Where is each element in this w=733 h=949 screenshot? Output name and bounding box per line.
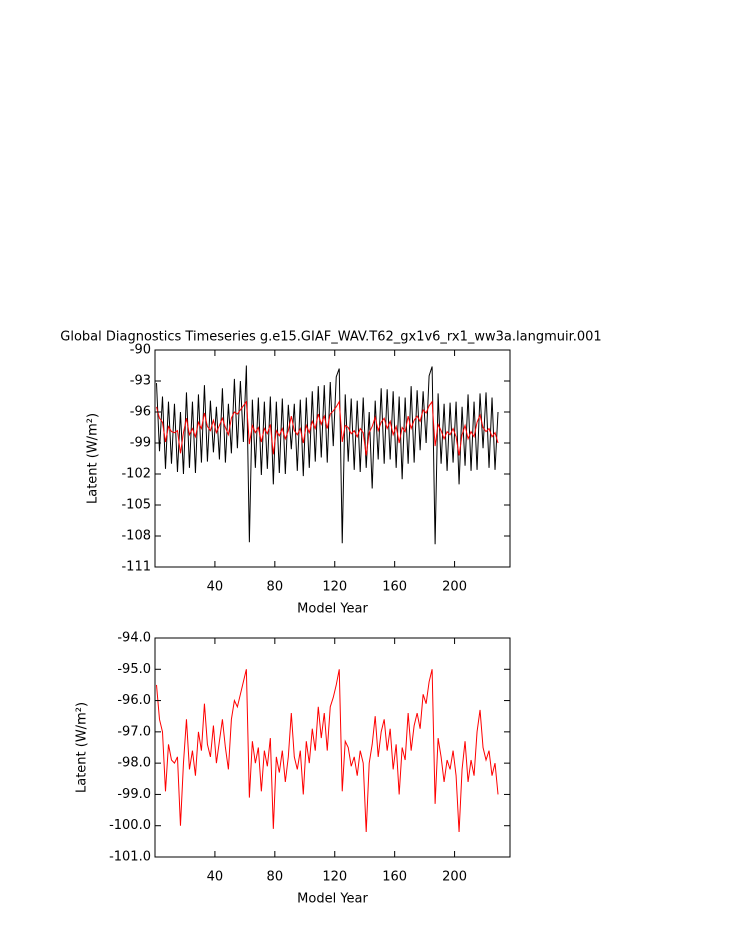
y-tick-label: -99.0 <box>117 787 151 802</box>
y-tick-label: -96 <box>130 405 151 420</box>
x-tick-label: 200 <box>442 870 467 885</box>
x-axis-label: Model Year <box>297 892 368 907</box>
x-tick-label: 120 <box>322 580 347 595</box>
y-tick-label: -95.0 <box>117 662 151 677</box>
y-tick-label: -90 <box>130 343 151 358</box>
x-tick-label: 80 <box>267 870 284 885</box>
x-tick-label: 160 <box>382 580 407 595</box>
data-line <box>156 365 499 545</box>
y-axis-label: Latent (W/m²) <box>75 702 90 793</box>
x-axis-label: Model Year <box>297 602 368 617</box>
plot-frame <box>154 637 511 858</box>
y-tick-label: -97.0 <box>117 724 151 739</box>
x-tick-label: 160 <box>382 870 407 885</box>
y-tick-label: -105 <box>121 498 151 513</box>
data-line <box>156 669 499 832</box>
x-tick-label: 40 <box>207 870 224 885</box>
y-tick-label: -111 <box>121 560 151 575</box>
y-tick-label: -100.0 <box>109 818 151 833</box>
y-tick-label: -98.0 <box>117 756 151 771</box>
chart-title: Global Diagnostics Timeseries g.e15.GIAF… <box>60 330 601 345</box>
x-tick-label: 40 <box>207 580 224 595</box>
x-tick-label: 80 <box>267 580 284 595</box>
x-tick-label: 200 <box>442 580 467 595</box>
y-tick-label: -96.0 <box>117 693 151 708</box>
data-line <box>156 400 499 456</box>
x-tick-label: 120 <box>322 870 347 885</box>
y-tick-label: -102 <box>121 467 151 482</box>
y-tick-label: -108 <box>121 529 151 544</box>
y-tick-label: -99 <box>130 436 151 451</box>
y-tick-label: -93 <box>130 374 151 389</box>
plot-frame <box>154 349 511 568</box>
y-tick-label: -94.0 <box>117 631 151 646</box>
y-tick-label: -101.0 <box>109 850 151 865</box>
y-axis-label: Latent (W/m²) <box>86 413 101 504</box>
